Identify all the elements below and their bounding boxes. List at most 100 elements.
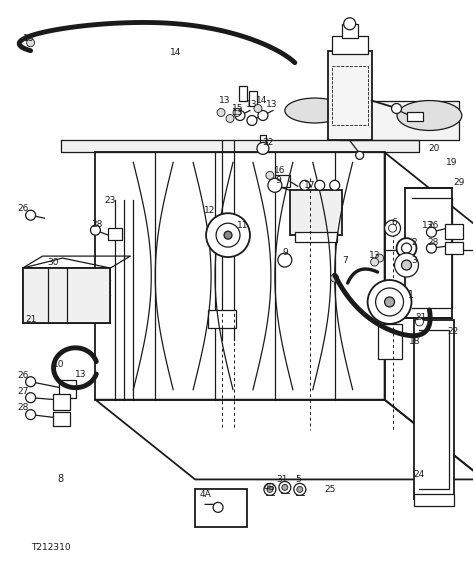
Circle shape — [375, 288, 403, 316]
Bar — [332, 66, 368, 125]
Bar — [53, 411, 71, 426]
Text: 32: 32 — [262, 138, 273, 147]
Text: 12: 12 — [204, 206, 216, 215]
Circle shape — [401, 243, 411, 253]
Circle shape — [278, 253, 292, 267]
Bar — [408, 112, 423, 121]
Text: 20: 20 — [428, 144, 440, 153]
Circle shape — [356, 151, 364, 159]
Bar — [23, 268, 110, 323]
Circle shape — [26, 410, 36, 419]
Text: 13: 13 — [232, 108, 244, 117]
Circle shape — [427, 243, 437, 253]
Circle shape — [297, 486, 303, 492]
Text: 23: 23 — [105, 196, 116, 205]
Circle shape — [384, 297, 394, 307]
Text: 8: 8 — [57, 474, 64, 484]
Circle shape — [266, 171, 274, 179]
Circle shape — [26, 210, 36, 220]
Bar — [328, 50, 372, 140]
Circle shape — [258, 111, 268, 120]
Ellipse shape — [285, 98, 345, 123]
Text: 10: 10 — [53, 360, 64, 369]
Text: 17: 17 — [304, 181, 316, 190]
Polygon shape — [340, 100, 459, 140]
Circle shape — [257, 143, 269, 154]
Circle shape — [27, 39, 35, 47]
Ellipse shape — [397, 100, 462, 131]
Text: 2: 2 — [411, 238, 417, 246]
Text: 26: 26 — [428, 221, 439, 230]
Circle shape — [224, 231, 232, 239]
Circle shape — [26, 376, 36, 387]
Text: 9: 9 — [275, 176, 281, 185]
Circle shape — [91, 225, 100, 235]
Circle shape — [26, 393, 36, 403]
Text: 14: 14 — [170, 48, 181, 57]
Circle shape — [416, 318, 423, 326]
Text: 18: 18 — [409, 337, 420, 346]
Bar — [58, 380, 76, 398]
Circle shape — [294, 484, 306, 496]
Text: 30: 30 — [47, 258, 58, 266]
Text: 28: 28 — [17, 403, 28, 412]
Text: 13: 13 — [219, 96, 231, 105]
Circle shape — [375, 254, 383, 262]
Text: 31: 31 — [276, 475, 288, 484]
Bar — [404, 189, 452, 318]
Text: 29: 29 — [454, 178, 465, 187]
Circle shape — [315, 180, 325, 190]
Text: 26: 26 — [17, 371, 28, 380]
Circle shape — [389, 224, 397, 232]
Circle shape — [368, 280, 411, 324]
Bar — [260, 135, 266, 146]
Bar — [414, 320, 455, 500]
Text: 22: 22 — [448, 327, 459, 336]
Text: 4A: 4A — [199, 490, 211, 499]
Bar — [332, 36, 368, 54]
Circle shape — [401, 260, 411, 270]
Text: 13: 13 — [422, 221, 433, 230]
Text: 13: 13 — [23, 34, 34, 43]
Text: T212310: T212310 — [31, 543, 70, 552]
Bar — [53, 394, 71, 410]
Text: 13: 13 — [369, 250, 380, 260]
Text: 21: 21 — [416, 313, 427, 323]
Text: 6: 6 — [392, 218, 397, 227]
Text: 21: 21 — [25, 315, 36, 324]
Text: 4B: 4B — [264, 483, 276, 492]
Bar — [446, 224, 463, 239]
Circle shape — [268, 178, 282, 193]
Circle shape — [216, 223, 240, 247]
Bar — [249, 91, 257, 105]
Circle shape — [330, 180, 340, 190]
Text: 19: 19 — [446, 158, 457, 167]
Text: 14: 14 — [256, 96, 268, 105]
Text: 28: 28 — [428, 238, 439, 246]
Circle shape — [371, 258, 379, 266]
Text: 13: 13 — [266, 100, 278, 109]
Circle shape — [233, 108, 241, 116]
Circle shape — [392, 104, 401, 113]
Text: 27: 27 — [17, 387, 28, 396]
Bar — [446, 242, 463, 254]
Text: 5: 5 — [295, 475, 301, 484]
Circle shape — [247, 116, 257, 125]
Bar — [295, 232, 337, 242]
Bar — [275, 175, 290, 187]
Bar — [208, 310, 236, 328]
Bar — [342, 23, 358, 38]
Circle shape — [254, 104, 262, 112]
Text: 16: 16 — [274, 166, 286, 175]
Bar — [414, 494, 455, 507]
Text: 1: 1 — [409, 290, 415, 300]
Circle shape — [282, 484, 288, 490]
Circle shape — [279, 481, 291, 493]
Text: 13: 13 — [75, 370, 86, 379]
Text: 28: 28 — [92, 219, 103, 229]
Text: 25: 25 — [324, 485, 336, 494]
Circle shape — [300, 180, 310, 190]
Bar — [239, 85, 247, 100]
Bar — [23, 268, 110, 323]
Text: 26: 26 — [17, 204, 28, 213]
